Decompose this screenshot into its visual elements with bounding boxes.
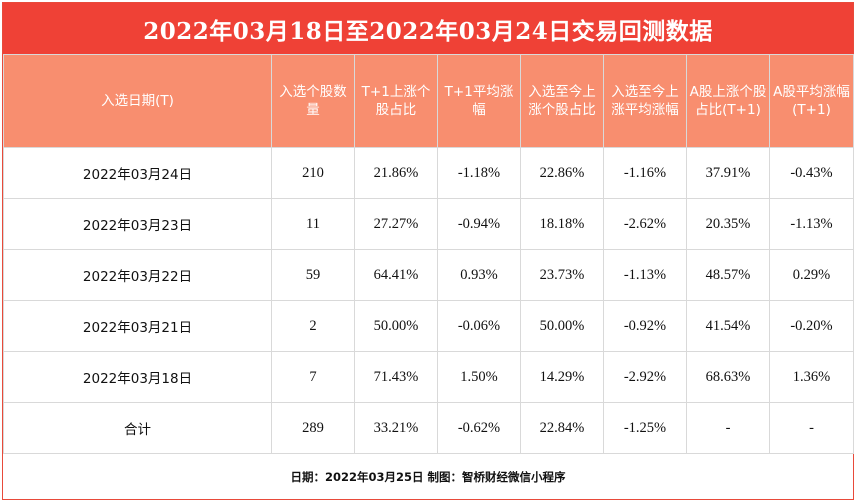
table-cell: -2.92% bbox=[603, 351, 687, 403]
table-cell: 22.86% bbox=[520, 147, 604, 199]
table-row: 2022年03月21日 2 50.00% -0.06% 50.00% -0.92% 41.5… bbox=[3, 300, 854, 352]
col-header-t1-up-ratio: T+1上涨个股占比 bbox=[354, 54, 438, 148]
table-row: 2022年03月24日 210 21.86% -1.18% 22.86% -1.16% 37… bbox=[3, 147, 854, 199]
table-cell: -2.62% bbox=[603, 198, 687, 250]
col-header-a-share-avg-change: A股平均涨幅(T+1) bbox=[769, 54, 854, 148]
table-cell: 48.57% bbox=[686, 249, 770, 301]
col-header-count: 入选个股数量 bbox=[271, 54, 355, 148]
table-cell: 289 bbox=[271, 402, 355, 454]
table-cell: 0.93% bbox=[437, 249, 521, 301]
header-row: 入选日期(T) 入选个股数量 T+1上涨个股占比 T+1平均涨幅 入选至今上涨个… bbox=[3, 54, 854, 148]
table-cell: -1.16% bbox=[603, 147, 687, 199]
table-row: 2022年03月23日 11 27.27% -0.94% 18.18% -2.62% 20.… bbox=[3, 198, 854, 250]
table-cell: 59 bbox=[271, 249, 355, 301]
table-cell: -1.25% bbox=[603, 402, 687, 454]
backtest-table: 入选日期(T) 入选个股数量 T+1上涨个股占比 T+1平均涨幅 入选至今上涨个… bbox=[3, 54, 854, 454]
row-date-cell: 2022年03月21日 bbox=[3, 300, 272, 352]
table-cell: -1.13% bbox=[603, 249, 687, 301]
table-cell: 71.43% bbox=[354, 351, 438, 403]
row-date-cell: 2022年03月24日 bbox=[3, 147, 272, 199]
table-cell: 11 bbox=[271, 198, 355, 250]
table-cell: -0.06% bbox=[437, 300, 521, 352]
table-cell: 1.50% bbox=[437, 351, 521, 403]
table-cell: 33.21% bbox=[354, 402, 438, 454]
table-cell: 27.27% bbox=[354, 198, 438, 250]
table-cell: 20.35% bbox=[686, 198, 770, 250]
table-cell: 22.84% bbox=[520, 402, 604, 454]
table-cell: 41.54% bbox=[686, 300, 770, 352]
table-row: 合计 289 33.21% -0.62% 22.84% -1.25% - - bbox=[3, 402, 854, 454]
report-title: 2022年03月18日至2022年03月24日交易回测数据 bbox=[3, 3, 853, 54]
table-cell: 1.36% bbox=[769, 351, 854, 403]
table-cell: 2 bbox=[271, 300, 355, 352]
row-date-cell: 2022年03月23日 bbox=[3, 198, 272, 250]
table-cell: 50.00% bbox=[520, 300, 604, 352]
table-cell: 210 bbox=[271, 147, 355, 199]
row-date-cell: 2022年03月22日 bbox=[3, 249, 272, 301]
table-cell: -0.43% bbox=[769, 147, 854, 199]
table-body: 2022年03月24日 210 21.86% -1.18% 22.86% -1.16% 37… bbox=[3, 147, 854, 454]
table-cell: 7 bbox=[271, 351, 355, 403]
col-header-a-share-up-ratio: A股上涨个股占比(T+1) bbox=[686, 54, 770, 148]
row-date-cell: 合计 bbox=[3, 402, 272, 454]
col-header-since-up-ratio: 入选至今上涨个股占比 bbox=[520, 54, 604, 148]
col-header-since-avg-change: 入选至今上涨平均涨幅 bbox=[603, 54, 687, 148]
table-cell: -1.13% bbox=[769, 198, 854, 250]
footer-note: 日期：2022年03月25日 制图：智桥财经微信小程序 bbox=[290, 470, 566, 484]
table-cell: -0.62% bbox=[437, 402, 521, 454]
table-cell: 37.91% bbox=[686, 147, 770, 199]
col-header-date: 入选日期(T) bbox=[3, 54, 272, 148]
table-cell: 14.29% bbox=[520, 351, 604, 403]
table-cell: -0.20% bbox=[769, 300, 854, 352]
table-cell: -0.92% bbox=[603, 300, 687, 352]
col-header-t1-avg-change: T+1平均涨幅 bbox=[437, 54, 521, 148]
table-cell: 50.00% bbox=[354, 300, 438, 352]
table-row: 2022年03月22日 59 64.41% 0.93% 23.73% -1.13% 48.5… bbox=[3, 249, 854, 301]
table-cell: -0.94% bbox=[437, 198, 521, 250]
table-cell: - bbox=[769, 402, 854, 454]
table-cell: - bbox=[686, 402, 770, 454]
table-cell: 68.63% bbox=[686, 351, 770, 403]
table-cell: 64.41% bbox=[354, 249, 438, 301]
table-cell: 18.18% bbox=[520, 198, 604, 250]
table-cell: -1.18% bbox=[437, 147, 521, 199]
table-cell: 21.86% bbox=[354, 147, 438, 199]
table-cell: 23.73% bbox=[520, 249, 604, 301]
table-row: 2022年03月18日 7 71.43% 1.50% 14.29% -2.92% 68.63… bbox=[3, 351, 854, 403]
table-cell: 0.29% bbox=[769, 249, 854, 301]
row-date-cell: 2022年03月18日 bbox=[3, 351, 272, 403]
